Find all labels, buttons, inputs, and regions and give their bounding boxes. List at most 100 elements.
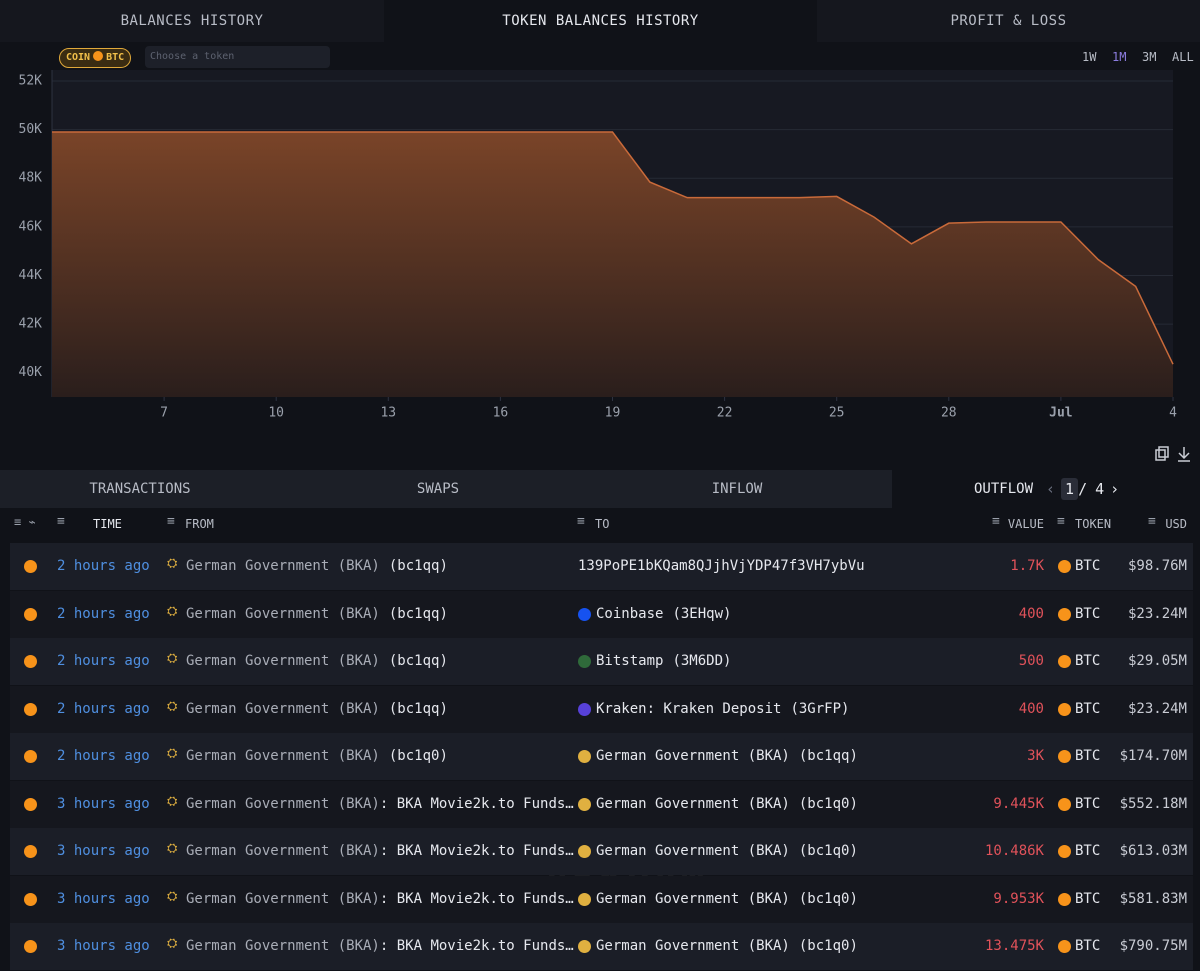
- to[interactable]: German Government (BKA) (bc1qq): [596, 748, 858, 764]
- toolbar-icons[interactable]: [1154, 446, 1194, 464]
- table-row[interactable]: 3 hours ago ⛭ German Government (BKA): BKA…: [10, 828, 1193, 875]
- from-name: German Government (BKA): [186, 748, 380, 764]
- time[interactable]: 2 hours ago: [57, 558, 150, 574]
- entity-icon: ⛭: [167, 936, 178, 951]
- token[interactable]: BTC: [1075, 748, 1101, 764]
- table-tab[interactable]: SWAPS: [416, 481, 460, 497]
- to[interactable]: German Government (BKA) (bc1q0): [596, 843, 858, 859]
- tab[interactable]: PROFIT & LOSS: [950, 13, 1067, 29]
- to[interactable]: German Government (BKA) (bc1q0): [596, 938, 858, 954]
- token[interactable]: BTC: [1075, 653, 1101, 669]
- token[interactable]: BTC: [1075, 605, 1101, 622]
- table-tab[interactable]: TRANSACTIONS: [89, 481, 191, 497]
- entity-icon: ⛭: [167, 698, 178, 714]
- table-row[interactable]: 3 hours ago ⛭ German Government (BKA): BKA…: [10, 780, 1193, 828]
- from[interactable]: German Government (BKA) (bc1q0): [186, 748, 448, 764]
- table-row[interactable]: 2 hours ago ⛭ German Government (BKA) (bc1q…: [10, 543, 1193, 590]
- btc-icon: [1058, 607, 1071, 621]
- to[interactable]: Bitstamp (3M6DD): [596, 653, 731, 669]
- column-header[interactable]: TIME: [93, 517, 122, 531]
- from-tag: : BKA Movie2k.to Funds…: [379, 843, 574, 859]
- token[interactable]: BTC: [1075, 890, 1101, 907]
- y-tick-label: 40K: [19, 365, 43, 380]
- time[interactable]: 2 hours ago: [57, 748, 150, 764]
- coin-filter[interactable]: COIN BTC: [59, 48, 132, 68]
- entity-icon: ⛭: [167, 888, 178, 904]
- table-row[interactable]: 2 hours ago ⛭ German Government (BKA) (bc1q…: [10, 733, 1193, 780]
- to[interactable]: 139PoPE1bKQam8QJjhVjYDP47f3VH7ybVu: [578, 558, 865, 574]
- from[interactable]: German Government (BKA) (bc1qq): [186, 701, 448, 717]
- to[interactable]: German Government (BKA) (bc1q0): [596, 796, 858, 812]
- y-tick-label: 44K: [19, 268, 43, 283]
- time[interactable]: 2 hours ago: [57, 653, 150, 669]
- to-tag: (3M6DD): [672, 653, 732, 669]
- to-tag: (bc1q0): [798, 843, 858, 859]
- filter-icon: ≡: [1057, 514, 1065, 529]
- column-header[interactable]: VALUE: [1007, 517, 1044, 531]
- table-row[interactable]: 2 hours ago ⛭ German Government (BKA) (bc1q…: [10, 685, 1193, 733]
- column-header[interactable]: TOKEN: [1075, 517, 1112, 531]
- from-name: German Government (BKA): [186, 890, 380, 907]
- btc-icon: [1058, 940, 1071, 953]
- range-button[interactable]: 3M: [1142, 50, 1157, 64]
- range-button[interactable]: 1W: [1082, 50, 1097, 64]
- usd: $613.03M: [1119, 843, 1187, 859]
- column-header[interactable]: TO: [595, 517, 610, 531]
- range-button[interactable]: 1M: [1112, 50, 1127, 64]
- time[interactable]: 2 hours ago: [57, 605, 150, 622]
- token[interactable]: BTC: [1075, 843, 1101, 859]
- time[interactable]: 3 hours ago: [57, 795, 150, 812]
- from-name: German Government (BKA): [186, 558, 380, 574]
- entity-icon: ⛭: [167, 841, 178, 856]
- tab[interactable]: TOKEN BALANCES HISTORY: [384, 0, 817, 42]
- table-row[interactable]: 3 hours ago ⛭ German Government (BKA): BKA…: [10, 923, 1193, 970]
- to-name: German Government (BKA): [596, 795, 790, 812]
- to-name: Coinbase: [596, 605, 664, 622]
- token[interactable]: BTC: [1075, 700, 1101, 717]
- to[interactable]: Coinbase (3EHqw): [596, 606, 731, 622]
- from[interactable]: German Government (BKA) (bc1qq): [186, 606, 448, 622]
- btc-icon: [24, 607, 37, 621]
- table-tab[interactable]: INFLOW: [711, 481, 763, 497]
- x-tick-label: 28: [941, 406, 957, 421]
- from[interactable]: German Government (BKA): BKA Movie2k.to …: [186, 796, 574, 812]
- time[interactable]: 2 hours ago: [57, 700, 150, 717]
- usd: $29.05M: [1127, 653, 1187, 669]
- btc-icon: [1058, 655, 1071, 668]
- from[interactable]: German Government (BKA) (bc1qq): [186, 653, 448, 669]
- table-row[interactable]: 3 hours ago ⛭ German Government (BKA): BKA…: [10, 875, 1193, 923]
- table-row[interactable]: 2 hours ago ⛭ German Government (BKA) (bc1q…: [10, 590, 1193, 638]
- time[interactable]: 3 hours ago: [57, 938, 150, 954]
- to[interactable]: Kraken: Kraken Deposit (3GrFP): [596, 701, 849, 717]
- from[interactable]: German Government (BKA): BKA Movie2k.to …: [186, 843, 574, 859]
- token[interactable]: BTC: [1075, 558, 1101, 574]
- to[interactable]: German Government (BKA) (bc1q0): [596, 891, 858, 907]
- btc-icon: [24, 940, 37, 953]
- from[interactable]: German Government (BKA): BKA Movie2k.to …: [186, 938, 574, 954]
- to-icon: [578, 845, 591, 858]
- from-name: German Government (BKA): [186, 843, 380, 859]
- btc-icon: [1058, 560, 1071, 573]
- value: 9.445K: [993, 795, 1044, 812]
- header-icons: ≡ ⌁: [14, 515, 36, 529]
- to-icon: [578, 797, 591, 811]
- from[interactable]: German Government (BKA) (bc1qq): [186, 558, 448, 574]
- token[interactable]: BTC: [1075, 938, 1101, 954]
- column-header[interactable]: USD: [1165, 517, 1187, 531]
- btc-icon: [93, 51, 104, 61]
- tab[interactable]: BALANCES HISTORY: [120, 13, 264, 29]
- to-icon: [578, 892, 591, 906]
- time[interactable]: 3 hours ago: [57, 843, 150, 859]
- pagination[interactable]: ‹ 1/ 4 ›: [1046, 470, 1119, 508]
- from-tag: (bc1qq): [388, 700, 448, 717]
- range-button[interactable]: ALL: [1172, 50, 1194, 64]
- chart: 40K 42K 44K 46K 48K 50K 52K 7 10 13 16 19 22 25 28 Jul 4: [19, 70, 1177, 421]
- from[interactable]: German Government (BKA): BKA Movie2k.to …: [186, 891, 574, 907]
- table-row[interactable]: 2 hours ago ⛭ German Government (BKA) (bc1q…: [10, 638, 1193, 685]
- from-tag: : BKA Movie2k.to Funds…: [379, 938, 574, 954]
- table-tab[interactable]: OUTFLOW: [892, 470, 1200, 508]
- column-header[interactable]: FROM: [185, 517, 214, 531]
- token-search[interactable]: Choose a token: [145, 46, 330, 68]
- time[interactable]: 3 hours ago: [57, 890, 150, 907]
- token[interactable]: BTC: [1075, 795, 1101, 812]
